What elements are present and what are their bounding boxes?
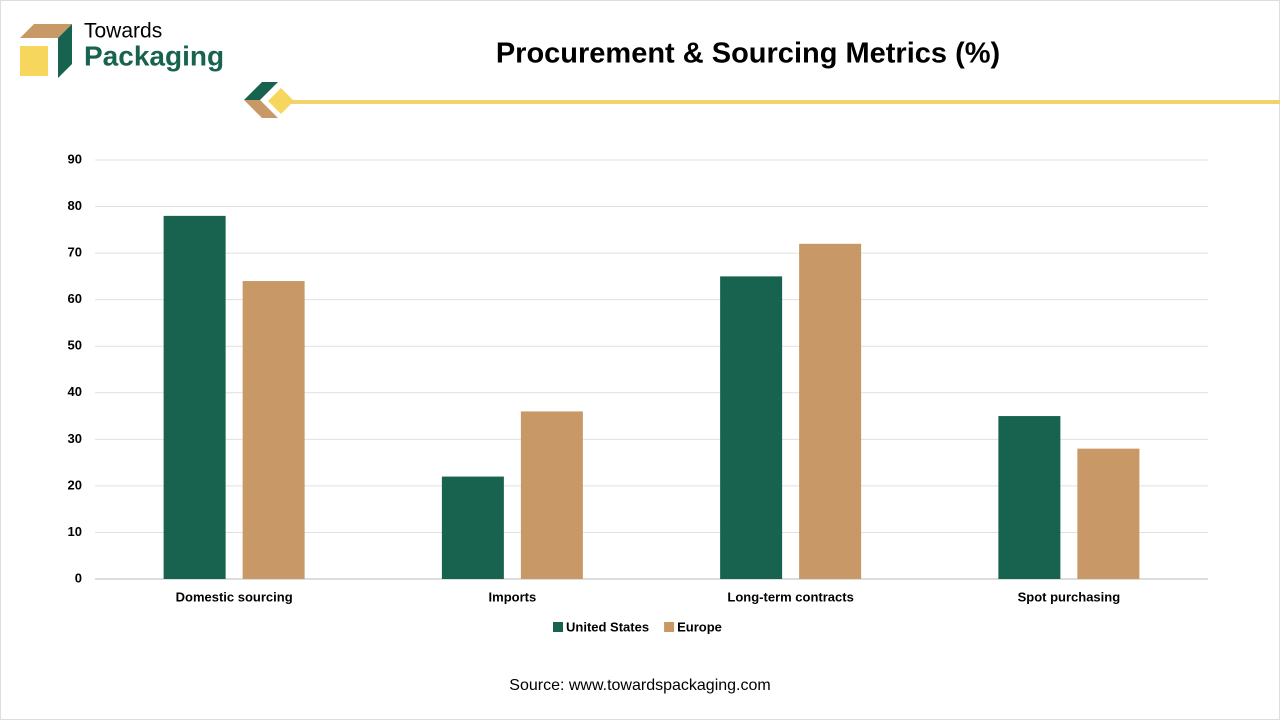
bar — [163, 215, 226, 579]
y-tick-label: 30 — [68, 431, 82, 446]
y-tick-label: 90 — [68, 151, 82, 166]
divider — [244, 82, 1280, 118]
deco — [268, 88, 294, 114]
y-tick-label: 60 — [68, 291, 82, 306]
legend-label: Europe — [677, 619, 722, 634]
chart-title: Procurement & Sourcing Metrics (%) — [496, 38, 1000, 70]
bar — [998, 416, 1061, 579]
bar — [720, 276, 783, 579]
x-tick-label: Spot purchasing — [1018, 589, 1121, 604]
y-tick-label: 40 — [68, 384, 82, 399]
logo-top — [20, 24, 72, 38]
divider-line — [290, 100, 1280, 104]
y-tick-label: 70 — [68, 245, 82, 260]
logo-side — [58, 24, 72, 78]
y-tick-label: 80 — [68, 198, 82, 213]
brand-line2: Packaging — [84, 40, 224, 71]
source: Source: www.towardspackaging.com — [509, 677, 770, 694]
x-tick-label: Imports — [489, 589, 537, 604]
bar — [242, 281, 305, 579]
bar — [799, 243, 862, 580]
y-tick-label: 50 — [68, 338, 82, 353]
y-tick-label: 0 — [75, 570, 82, 585]
legend-swatch — [553, 622, 563, 632]
logo-front — [20, 46, 48, 76]
x-tick-label: Long-term contracts — [727, 589, 853, 604]
logo: Towards Packaging — [20, 20, 224, 78]
bar — [520, 411, 583, 579]
deco — [244, 100, 278, 118]
legend-swatch — [664, 622, 675, 632]
x-tick-label: Domestic sourcing — [176, 589, 293, 604]
bar — [441, 476, 504, 579]
deco — [244, 82, 278, 100]
bar — [1077, 448, 1140, 579]
legend-label: United States — [566, 619, 649, 634]
y-tick-label: 20 — [68, 477, 82, 492]
brand-line1: Towards — [84, 20, 162, 43]
y-tick-label: 10 — [68, 524, 82, 539]
